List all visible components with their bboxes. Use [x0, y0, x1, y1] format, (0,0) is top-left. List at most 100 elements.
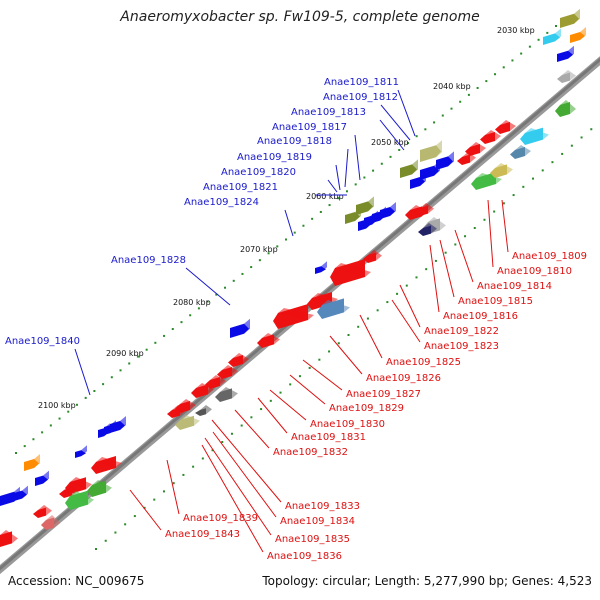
- outer-scale-dot: [15, 452, 17, 454]
- reverse-gene-label[interactable]: Anae109_1809: [512, 251, 587, 262]
- reverse-gene-label[interactable]: Anae109_1843: [165, 529, 240, 540]
- forward-gene-label[interactable]: Anae109_1819: [237, 152, 312, 163]
- forward-gene-label[interactable]: Anae109_1824: [184, 197, 259, 208]
- inner-scale-dot: [454, 243, 457, 246]
- forward-gene-label[interactable]: Anae109_1817: [272, 122, 347, 133]
- reverse-gene-shade: [462, 152, 476, 163]
- reverse-gene-shade: [0, 530, 18, 544]
- reverse-gene-label[interactable]: Anae109_1822: [424, 326, 499, 337]
- reverse-gene-label[interactable]: Anae109_1835: [275, 534, 350, 545]
- reverse-gene-label[interactable]: Anae109_1833: [285, 501, 360, 512]
- outer-scale-dot: [363, 176, 366, 179]
- inner-scale-dot: [201, 457, 204, 460]
- forward-gene-shade: [412, 159, 418, 175]
- reverse-gene-shade: [560, 100, 576, 114]
- forward-gene-label[interactable]: Anae109_1812: [323, 92, 398, 103]
- reverse-gene-leader: [269, 389, 307, 421]
- inner-scale-dot: [532, 177, 535, 180]
- reverse-gene-label[interactable]: Anae109_1825: [386, 357, 461, 368]
- outer-scale-dot: [215, 293, 218, 296]
- reverse-gene-label[interactable]: Anae109_1834: [280, 516, 355, 527]
- reverse-gene-label[interactable]: Anae109_1826: [366, 373, 441, 384]
- reverse-gene-label[interactable]: Anae109_1815: [458, 296, 533, 307]
- outer-scale-dot: [459, 100, 462, 103]
- inner-scale-dot: [318, 358, 321, 361]
- reverse-gene-label[interactable]: Anae109_1829: [329, 403, 404, 414]
- outer-scale-dot: [337, 197, 340, 200]
- reverse-gene-shade: [495, 163, 513, 175]
- inner-scale-dot: [298, 375, 301, 378]
- reverse-gene-leader: [487, 199, 494, 268]
- forward-gene-label[interactable]: Anae109_1818: [257, 136, 332, 147]
- reverse-gene-leader: [429, 244, 440, 313]
- reverse-gene-label[interactable]: Anae109_1814: [477, 281, 552, 292]
- outer-scale-dot: [537, 38, 540, 41]
- reverse-gene-shade: [262, 333, 280, 345]
- outer-scale-dot: [224, 286, 227, 289]
- inner-scale-dot: [522, 185, 525, 188]
- reverse-gene-label[interactable]: Anae109_1832: [273, 447, 348, 458]
- forward-gene-label[interactable]: Anae109_1840: [5, 336, 80, 347]
- reverse-gene-label[interactable]: Anae109_1836: [267, 551, 342, 562]
- forward-gene-label[interactable]: Anae109_1820: [221, 167, 296, 178]
- forward-gene-label[interactable]: Anae109_1828: [111, 255, 186, 266]
- forward-gene-label[interactable]: Anae109_1813: [291, 107, 366, 118]
- inner-scale-dot: [269, 399, 272, 402]
- reverse-gene-shade: [428, 217, 446, 231]
- outer-scale-dot: [128, 362, 131, 365]
- reverse-gene-label[interactable]: Anae109_1839: [183, 513, 258, 524]
- reverse-gene-label[interactable]: Anae109_1823: [424, 341, 499, 352]
- outer-scale-dot: [180, 321, 183, 324]
- outer-scale-dot: [555, 25, 557, 27]
- forward-gene-label[interactable]: Anae109_1811: [324, 77, 399, 88]
- reverse-gene-leader: [454, 229, 474, 283]
- inner-scale-dot: [240, 424, 243, 427]
- reverse-gene-leader: [204, 437, 272, 536]
- inner-scale-dot: [337, 342, 340, 345]
- forward-gene-label[interactable]: Anae109_1821: [203, 182, 278, 193]
- reverse-gene-shade: [92, 480, 112, 493]
- reverse-gene-shade: [368, 250, 382, 261]
- outer-scale-dot: [302, 224, 305, 227]
- forward-gene-shade: [420, 172, 426, 186]
- inner-scale-dot: [124, 523, 127, 526]
- inner-scale-dot: [366, 317, 369, 320]
- reverse-gene-shade: [70, 491, 94, 505]
- outer-scale-dot: [197, 307, 200, 310]
- outer-scale-dot: [380, 162, 383, 165]
- forward-gene-leader: [74, 348, 91, 396]
- outer-scale-dot: [163, 334, 166, 337]
- reverse-gene: [330, 259, 365, 286]
- outer-scale-dot: [494, 73, 497, 76]
- inner-scale-dot: [434, 259, 437, 262]
- forward-gene-shade: [568, 45, 574, 59]
- reverse-gene-leader: [211, 419, 282, 503]
- outer-scale-dot: [258, 259, 261, 262]
- reverse-gene-shade: [220, 387, 238, 399]
- reverse-gene-label[interactable]: Anae109_1830: [310, 419, 385, 430]
- accession-label: Accession: NC_009675: [8, 574, 145, 588]
- inner-scale-dot: [162, 490, 165, 493]
- inner-scale-dot: [473, 227, 476, 229]
- outer-scale-dot: [345, 190, 348, 193]
- inner-scale-dot: [561, 152, 564, 155]
- inner-scale-dot: [580, 136, 583, 139]
- forward-gene-leader: [380, 104, 411, 141]
- outer-scale-dot: [311, 217, 314, 220]
- reverse-gene-label[interactable]: Anae109_1816: [443, 311, 518, 322]
- outer-scale-dot: [102, 383, 105, 386]
- forward-gene-leader: [397, 89, 416, 137]
- outer-scale-dot: [84, 396, 87, 399]
- reverse-gene-leader: [359, 314, 383, 359]
- inner-scale-dot: [376, 309, 379, 312]
- reverse-gene-leader: [329, 335, 363, 375]
- reverse-gene-label[interactable]: Anae109_1827: [346, 389, 421, 400]
- forward-gene-leader: [344, 148, 349, 188]
- inner-scale-dot: [464, 235, 467, 238]
- inner-scale-dot: [230, 432, 233, 435]
- reverse-gene-label[interactable]: Anae109_1831: [291, 432, 366, 443]
- inner-scale-dot: [444, 251, 447, 254]
- reverse-gene-label[interactable]: Anae109_1810: [497, 266, 572, 277]
